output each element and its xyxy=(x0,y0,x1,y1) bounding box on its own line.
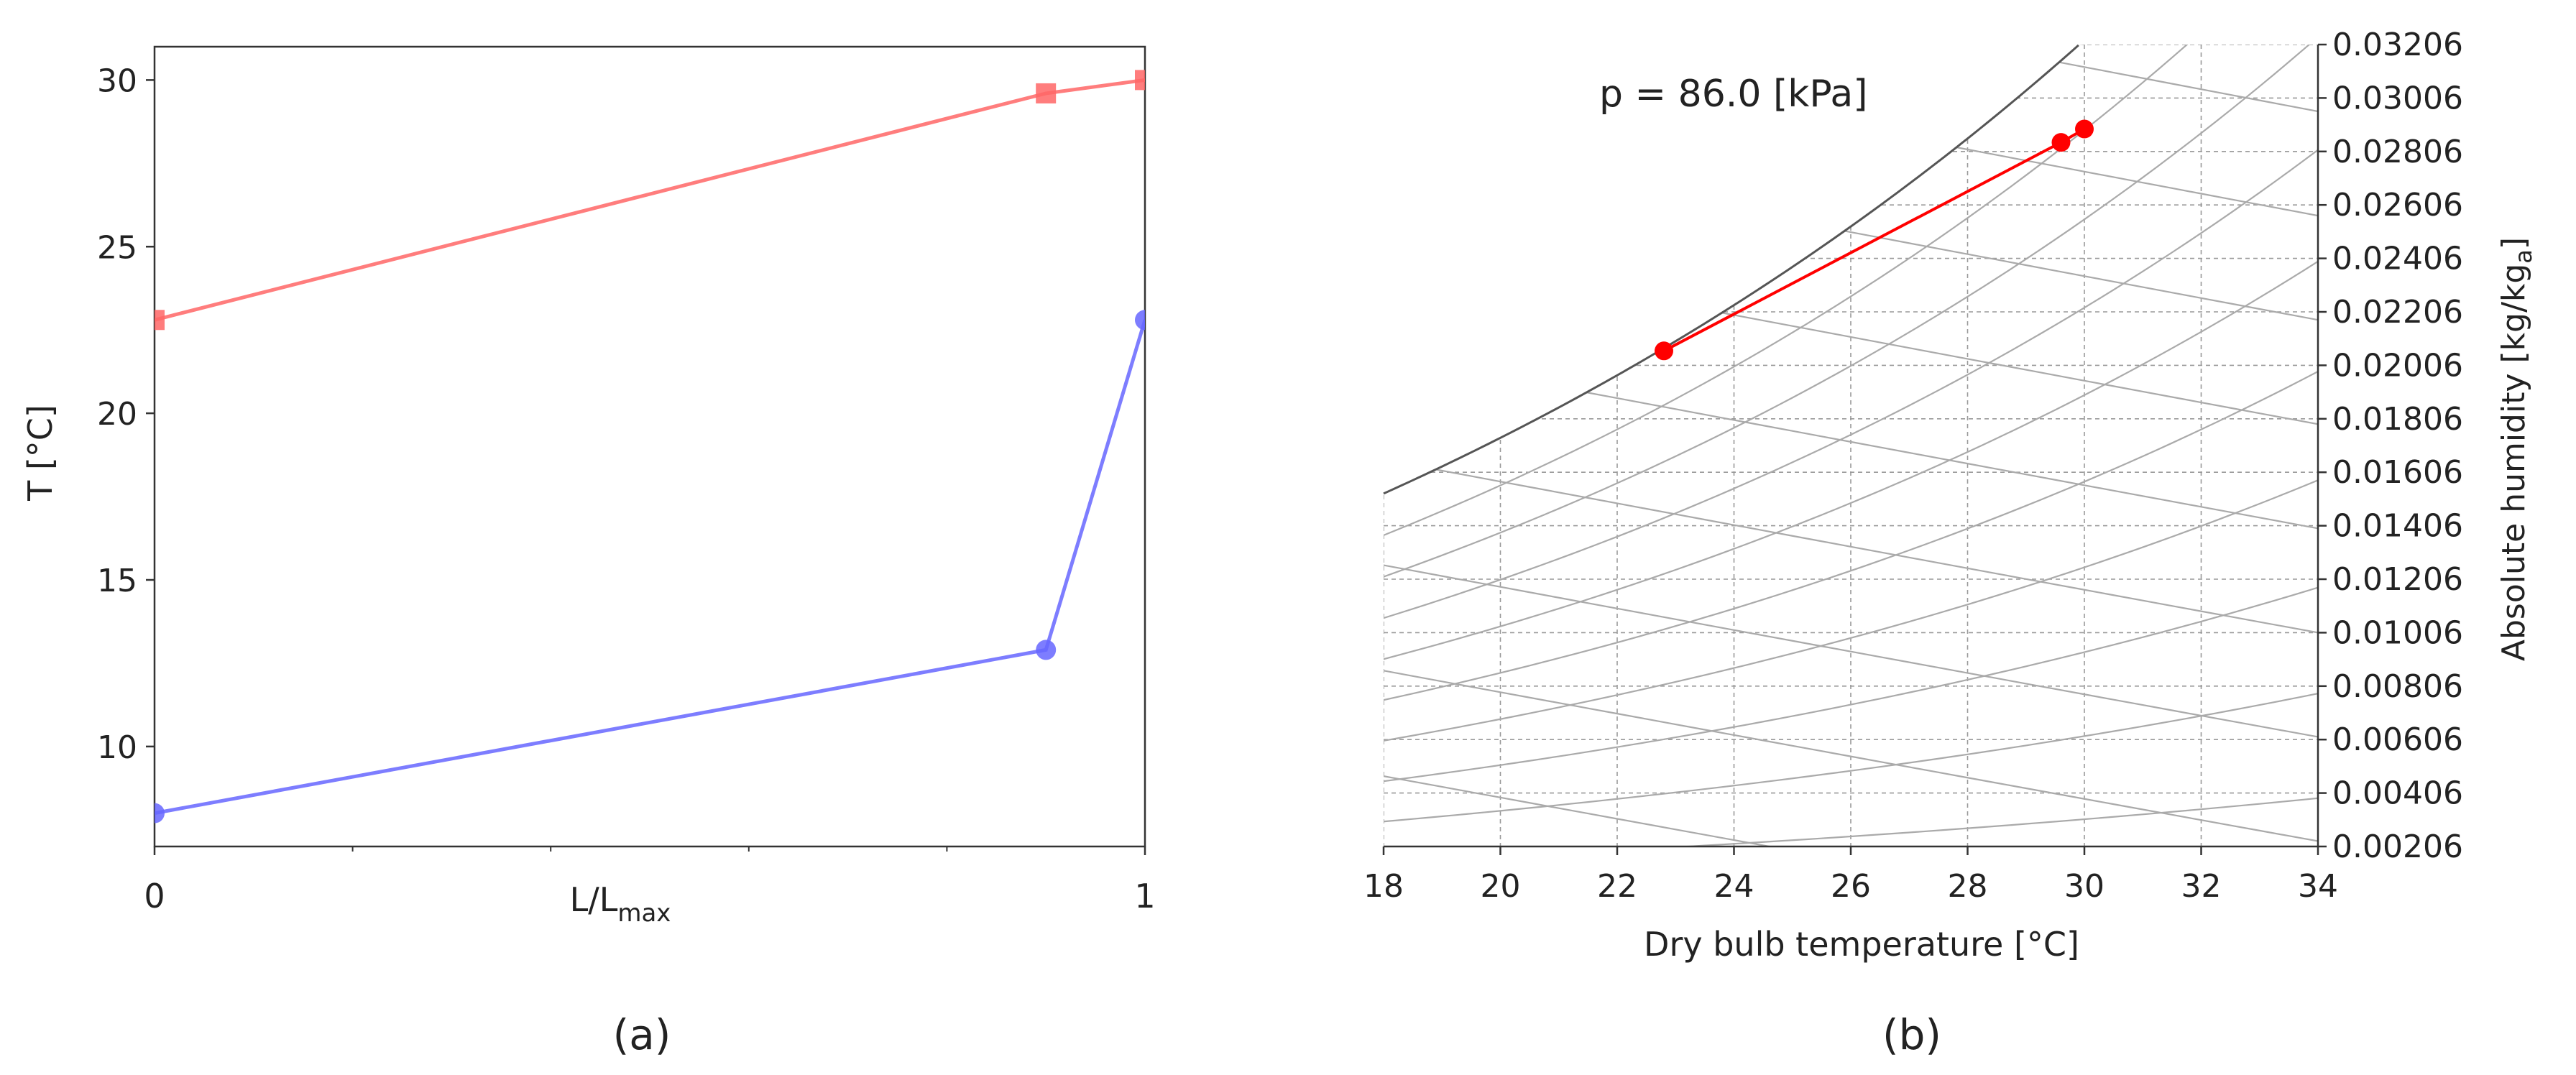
y-tick-label: 0.03006 xyxy=(2332,80,2463,116)
x-tick-label: 24 xyxy=(1714,868,1754,905)
process-point xyxy=(1655,341,1673,361)
y-tick-label: 0.02606 xyxy=(2332,187,2463,223)
y-tick-label: 0.01606 xyxy=(2332,454,2463,491)
panel-a-caption: (a) xyxy=(613,1010,671,1059)
panel-b-chart: 18 20 22 24 26 28 30 32 340.00206 0.00406 0.00606 0… xyxy=(1363,27,2537,1059)
panel-b-ticks: 18 20 22 24 26 28 30 32 340.00206 0.00406 0.00606 0… xyxy=(1363,27,2463,905)
relative-humidity-curve xyxy=(1384,45,2318,559)
process-point xyxy=(2051,133,2071,152)
enthalpy-line xyxy=(1384,604,2318,846)
enthalpy-line xyxy=(1384,287,2318,594)
series-0-point xyxy=(155,310,165,331)
relative-humidity-curve xyxy=(1384,791,2318,846)
panel-a-x-axis-label-subscript: max xyxy=(617,899,671,928)
y-tick-label: 0.01806 xyxy=(2332,401,2463,438)
relative-humidity-curve xyxy=(1384,222,2318,675)
panel-a-plot-area xyxy=(153,45,1146,848)
x-tick-label: 18 xyxy=(1363,868,1404,905)
panel-b-caption: (b) xyxy=(1882,1010,1941,1059)
y-tick-label: 0.02006 xyxy=(2332,347,2463,384)
y-tick-label: 20 xyxy=(97,396,137,433)
y-tick-label: 0.03206 xyxy=(2332,27,2463,63)
y-tick-label: 0.02406 xyxy=(2332,241,2463,277)
panel-a-x-axis-label: L/Lmax xyxy=(570,880,671,928)
y-tick-label: 0.01006 xyxy=(2332,614,2463,651)
panel-a-x-axis-label-main: L/L xyxy=(570,880,618,919)
y-tick-label: 0.01206 xyxy=(2332,561,2463,598)
process-point xyxy=(2075,119,2094,139)
series-0-point xyxy=(1135,70,1145,91)
panel-b-y-axis-label-tail: ] xyxy=(2496,237,2532,249)
y-tick-label: 15 xyxy=(97,563,137,599)
panel-b-y-axis-label: Absolute humidity [kg/kga] xyxy=(2496,237,2537,661)
series-1-point xyxy=(1036,640,1057,660)
relative-humidity-curve xyxy=(1384,454,2318,752)
relative-humidity-curve xyxy=(1384,568,2318,790)
panel-b-grid xyxy=(1384,45,2318,846)
y-tick-label: 0.02806 xyxy=(2332,134,2463,170)
enthalpy-line xyxy=(1384,75,2318,386)
panel-b-y-axis-label-subscript: a xyxy=(2510,249,2537,264)
series-1-point xyxy=(155,803,165,823)
series-1-line xyxy=(155,319,1145,816)
y-tick-label: 10 xyxy=(97,729,137,766)
x-tick-label: 30 xyxy=(2064,868,2104,905)
x-tick-label: 20 xyxy=(1481,868,1521,905)
process-line xyxy=(1663,127,2085,353)
series-0-point xyxy=(1036,83,1057,103)
series-0-line xyxy=(155,78,1145,322)
y-tick-label: 0.01406 xyxy=(2332,508,2463,545)
x-tick-label: 1 xyxy=(1134,877,1155,915)
panel-a-frame xyxy=(153,45,1146,848)
panel-b-y-axis-label-main: Absolute humidity [kg/kg xyxy=(2496,264,2532,661)
series-1-point xyxy=(1135,310,1145,331)
x-tick-label: 26 xyxy=(1831,868,1871,905)
x-tick-label: 28 xyxy=(1948,868,1988,905)
enthalpy-line xyxy=(1384,499,2318,801)
saturation-curve xyxy=(1383,44,2079,495)
panel-b-series xyxy=(1655,119,2094,361)
relative-humidity-curve xyxy=(1384,45,2318,598)
x-tick-label: 22 xyxy=(1597,868,1637,905)
y-tick-label: 0.00206 xyxy=(2332,829,2463,865)
x-tick-label: 34 xyxy=(2298,868,2338,905)
panel-a-ticks: 10 15 20 25 30 0 1 xyxy=(97,63,1156,915)
x-tick-label: 32 xyxy=(2181,868,2222,905)
panel-a-y-axis-label: T [°C] xyxy=(21,405,60,502)
y-tick-label: 30 xyxy=(97,63,137,99)
relative-humidity-curve xyxy=(1384,339,2318,714)
panel-a-series xyxy=(155,70,1145,823)
y-tick-label: 0.00806 xyxy=(2332,668,2463,705)
x-tick-label: 0 xyxy=(144,877,165,915)
panel-b-x-axis-label: Dry bulb temperature [°C] xyxy=(1644,925,2079,964)
enthalpy-line xyxy=(1384,392,2318,698)
panel-a-chart: 10 15 20 25 30 0 1 T [°C] L/Lmax (a) xyxy=(21,45,1156,1059)
relative-humidity-curve xyxy=(1384,104,2318,637)
y-tick-label: 25 xyxy=(97,229,137,266)
y-tick-label: 0.00606 xyxy=(2332,721,2463,758)
y-tick-label: 0.00406 xyxy=(2332,775,2463,812)
panel-b-pressure-annotation: p = 86.0 [kPa] xyxy=(1599,73,1868,116)
y-tick-label: 0.02206 xyxy=(2332,294,2463,331)
enthalpy-line xyxy=(1384,181,2318,490)
